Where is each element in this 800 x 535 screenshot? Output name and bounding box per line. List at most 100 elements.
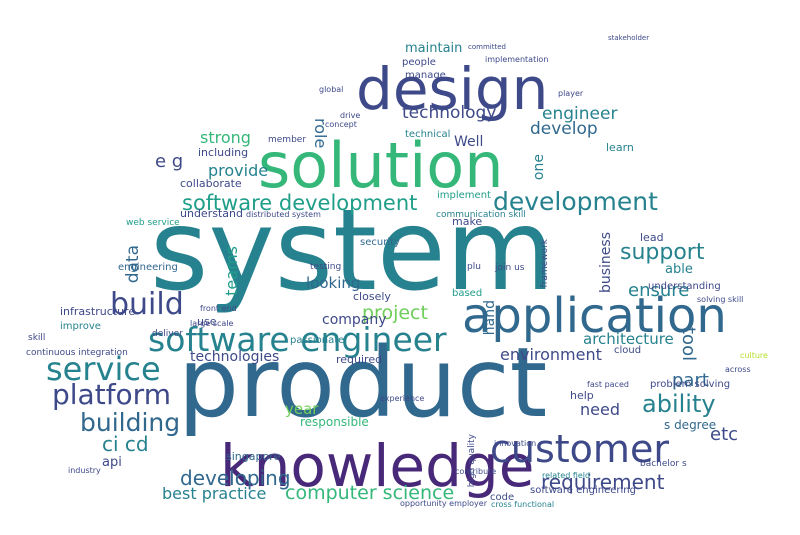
word-year: year — [285, 400, 319, 418]
word-collaborate: collaborate — [180, 177, 242, 190]
word-plu: plu — [467, 262, 481, 272]
word-software-engineer: software engineer — [148, 320, 447, 359]
word-knowledge: knowledge — [220, 432, 535, 500]
word-player: player — [558, 89, 584, 98]
word-culture: culture — [740, 351, 768, 360]
word-lead: lead — [640, 231, 664, 244]
word-build: build — [110, 287, 184, 322]
word-api: api — [102, 455, 122, 470]
word-infrastructure: infrastructure — [60, 305, 136, 318]
word-ensure: ensure — [628, 280, 690, 301]
word-passionate: passionate — [290, 335, 345, 346]
word-able: able — [665, 262, 693, 277]
word-project: project — [362, 302, 428, 324]
word-best-practice: best practice — [162, 484, 267, 503]
word-development: development — [493, 187, 658, 216]
word-bachelor-s: bachelor s — [640, 459, 687, 469]
word-implement: implement — [437, 190, 491, 201]
word-maintain: maintain — [405, 41, 463, 56]
word-improve: improve — [60, 321, 101, 332]
word-skill: skill — [28, 333, 46, 343]
word-engineer: engineer — [542, 104, 618, 124]
word-member: member — [268, 135, 307, 145]
word-web-service: web service — [126, 218, 180, 228]
word-technologies: technologies — [190, 349, 280, 365]
word-developing: developing — [180, 466, 291, 490]
word-ci-cd: ci cd — [102, 432, 149, 456]
word-front-end: front end — [200, 304, 237, 313]
word-well: Well — [454, 134, 484, 150]
word-fast-paced: fast paced — [587, 380, 629, 389]
word-e-g: e g — [155, 151, 184, 172]
word-teams: teams — [222, 246, 241, 296]
word-cloud-term: cloud — [614, 345, 642, 356]
word-innovation: innovation — [494, 439, 537, 448]
word-platform: platform — [52, 378, 171, 411]
word-distributed-system: distributed system — [246, 210, 321, 219]
word-role: role — [311, 118, 330, 149]
word-ability: ability — [642, 390, 716, 418]
word-strong: strong — [200, 128, 251, 147]
word-across: across — [725, 365, 751, 374]
word-looking: looking — [306, 274, 361, 292]
word-understand: understand — [180, 207, 243, 220]
word-s-degree: s degree — [664, 418, 717, 432]
word-global: global — [319, 85, 344, 94]
word-join-us: join us — [495, 263, 525, 273]
word-learn: learn — [606, 141, 634, 154]
word-computer-science: computer science — [285, 482, 455, 504]
word-product: product — [178, 327, 548, 439]
word-solution: solution — [258, 129, 504, 202]
word-implementation: implementation — [485, 55, 549, 64]
word-develop: develop — [530, 119, 598, 139]
word-opportunity-employer: opportunity employer — [400, 499, 488, 508]
word-stakeholder: stakeholder — [608, 34, 650, 42]
word-including: including — [198, 146, 249, 159]
word-tool: tool — [678, 327, 699, 362]
word-deliver: deliver — [152, 329, 183, 339]
word-architecture: architecture — [583, 330, 674, 348]
word-help: help — [570, 389, 594, 402]
word-software-engineering: software engineering — [530, 485, 636, 496]
word-technology: technology — [402, 103, 497, 123]
word-closely: closely — [353, 290, 391, 303]
word-cross-functional: cross functional — [491, 500, 555, 509]
word-business: business — [598, 232, 614, 294]
word-problem-solving: problem solving — [650, 379, 731, 390]
word-manage: manage — [405, 70, 446, 81]
word-solving-skill: solving skill — [697, 295, 744, 304]
word-use: use — [197, 315, 217, 328]
word-framework: framework — [540, 239, 550, 288]
word-related-field: related field — [542, 471, 591, 480]
word-testing: testing — [310, 262, 342, 272]
word-provide: provide — [208, 161, 269, 180]
word-one: one — [531, 154, 547, 181]
word-design: design — [356, 55, 549, 123]
word-high-quality: high quality — [467, 434, 477, 488]
word-committed: committed — [468, 43, 506, 51]
word-concept: concept — [325, 120, 357, 129]
word-communication-skill: communication skill — [436, 210, 526, 220]
word-drive: drive — [340, 111, 361, 120]
word-service: service — [46, 350, 161, 388]
word-required: required — [336, 353, 383, 366]
word-requirement: requirement — [541, 470, 665, 494]
word-large-scale: large scale — [190, 319, 234, 328]
word-environment: environment — [500, 345, 602, 364]
word-based: based — [452, 288, 483, 299]
word-etc: etc — [710, 424, 739, 445]
word-singapore: singapore — [226, 450, 281, 463]
word-company: company — [322, 312, 387, 328]
word-need: need — [580, 400, 620, 419]
word-contribute: contribute — [455, 467, 497, 476]
word-people: people — [402, 57, 436, 68]
word-application: application — [462, 288, 727, 344]
word-continuous-integration: continuous integration — [26, 348, 128, 358]
word-responsible: responsible — [300, 415, 369, 429]
word-code: code — [490, 492, 515, 503]
word-system: system — [150, 186, 555, 316]
word-software-development: software development — [182, 191, 418, 215]
word-hand: hand — [482, 300, 498, 336]
word-industry: industry — [68, 466, 101, 475]
